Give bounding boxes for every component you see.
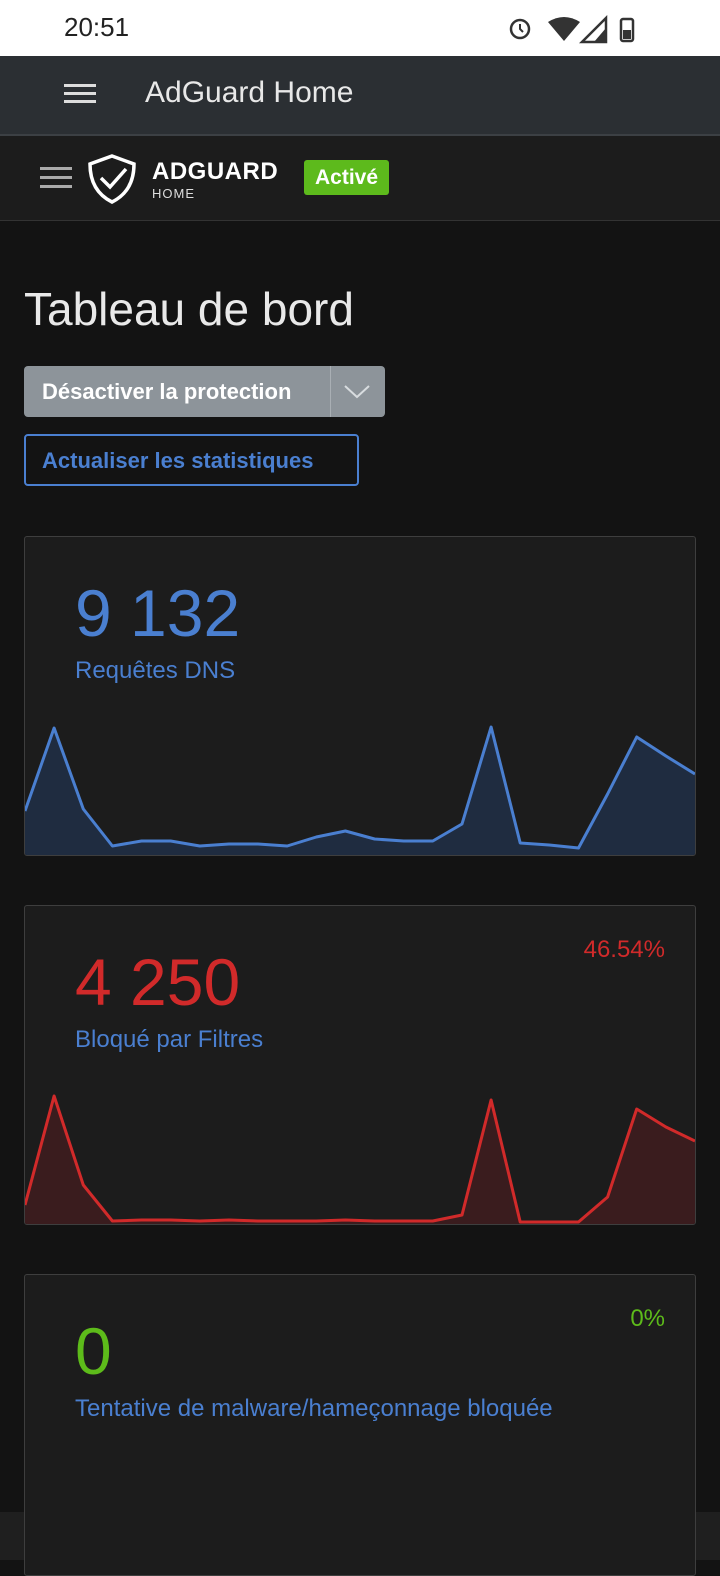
logo-title: ADGUARD: [152, 158, 279, 185]
sparkline-area: [25, 1096, 695, 1224]
stat-value: 9 132: [75, 576, 241, 650]
site-header: ADGUARD HOME Activé: [0, 136, 720, 221]
stat-card: 9 132 Requêtes DNS: [24, 536, 696, 856]
stat-label: Tentative de malware/hameçonnage bloquée: [75, 1395, 553, 1422]
status-bar: 20:51: [0, 0, 720, 56]
refresh-button[interactable]: Actualiser les statistiques: [24, 434, 359, 486]
stat-percent: 0%: [630, 1305, 665, 1332]
app-title: AdGuard Home: [145, 76, 354, 109]
logo-shield: [88, 154, 136, 204]
stat-value: 0: [75, 1314, 112, 1388]
sparkline-area: [25, 727, 695, 855]
sparkline: [25, 1094, 695, 1224]
stat-card: 0 Tentative de malware/hameçonnage bloqué…: [24, 1274, 696, 1576]
stat-value: 4 250: [75, 945, 241, 1019]
clock: 20:51: [64, 12, 130, 42]
page-title: Tableau de bord: [24, 283, 354, 335]
sparkline-line: [25, 1094, 695, 1224]
menu-icon[interactable]: [64, 82, 96, 106]
status-icons: [509, 14, 635, 44]
button-label: Actualiser les statistiques: [42, 448, 314, 473]
sparkline: [25, 725, 695, 855]
status-badge: Activé: [304, 160, 390, 195]
divider: [330, 366, 331, 417]
stat-label: Bloqué par Filtres: [75, 1026, 264, 1053]
stat-percent: 46.54%: [583, 936, 665, 963]
logo-subtitle: HOME: [152, 186, 195, 201]
stat-label: Requêtes DNS: [75, 657, 236, 684]
app-bar: AdGuard Home: [0, 56, 720, 136]
button-label: Désactiver la protection: [42, 379, 292, 404]
protection-button[interactable]: Désactiver la protection: [24, 366, 385, 417]
nav-toggle[interactable]: [40, 166, 72, 190]
stat-card: 4 250 Bloqué par Filtres 46.54%: [24, 905, 696, 1225]
dropdown-caret[interactable]: [342, 382, 372, 402]
sparkline-line: [25, 725, 695, 850]
